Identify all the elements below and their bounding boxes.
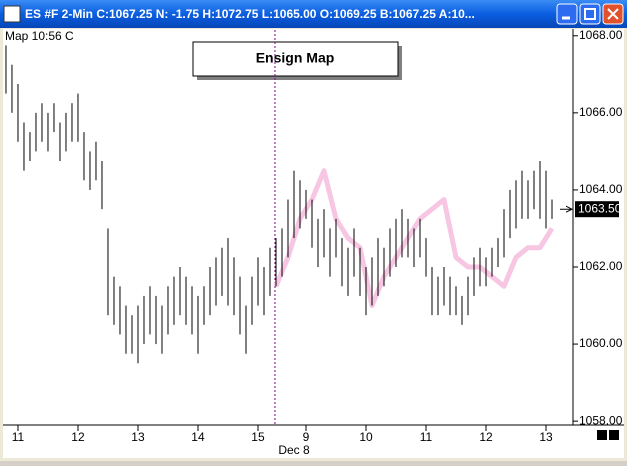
x-sublabel: Dec 8 <box>278 443 310 457</box>
last-price-box <box>575 201 619 218</box>
x-tick-label: 12 <box>479 430 493 444</box>
y-tick-label: 1060.00 <box>579 336 623 350</box>
last-price-label: 1063.50 <box>578 201 622 215</box>
y-tick-label: 1058.00 <box>579 413 623 427</box>
app-icon <box>3 5 21 23</box>
x-tick-label: 13 <box>539 430 553 444</box>
x-tick-label: 13 <box>131 430 145 444</box>
x-tick-label: 14 <box>191 430 205 444</box>
chart-area <box>3 29 624 458</box>
y-tick-label: 1066.00 <box>579 105 623 119</box>
maximize-icon <box>584 8 596 20</box>
corner-label: Map 10:56 C <box>5 29 74 43</box>
legend-box <box>192 41 399 77</box>
x-tick-label: 11 <box>420 430 433 444</box>
minimize-button[interactable] <box>556 3 578 25</box>
x-tick-label: 10 <box>359 430 373 444</box>
close-icon <box>607 8 619 20</box>
legend-text: Ensign Map <box>256 50 335 66</box>
y-tick-label: 1062.00 <box>579 259 623 273</box>
title-bar <box>0 0 627 28</box>
x-tick-label: 15 <box>251 430 265 444</box>
window-title: ES #F 2-Min C:1067.25 N: -1.75 H:1072.75… <box>25 7 475 21</box>
y-tick-label: 1064.00 <box>579 182 623 196</box>
last-price-arrow <box>560 205 574 213</box>
y-tick-label: 1068.00 <box>579 28 623 42</box>
x-tick-label: 11 <box>12 430 25 444</box>
status-square <box>609 430 619 440</box>
x-tick-label: 9 <box>303 430 310 444</box>
status-square <box>597 430 607 440</box>
maximize-button[interactable] <box>579 3 601 25</box>
x-tick-label: 12 <box>71 430 85 444</box>
